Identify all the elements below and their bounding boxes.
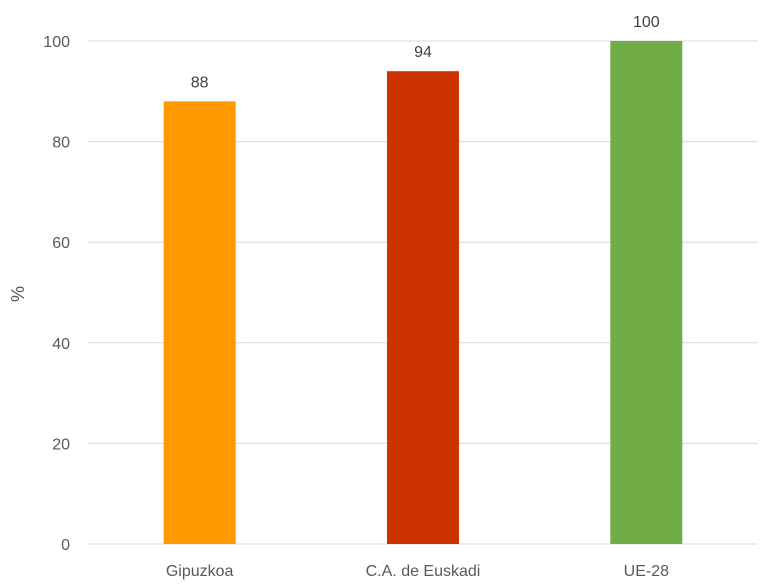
y-tick-label-20: 20 [52,436,70,453]
bar-gipuzkoa [164,101,236,544]
y-tick-label-100: 100 [43,34,70,51]
data-label-2: 100 [633,14,660,31]
y-axis-tick-labels: 0 20 40 60 80 100 [43,34,70,554]
y-tick-label-80: 80 [52,135,70,152]
y-tick-label-60: 60 [52,235,70,252]
y-axis-title: % [8,286,28,302]
data-label-1: 94 [414,44,432,61]
y-tick-label-40: 40 [52,336,70,353]
data-label-0: 88 [191,74,209,91]
bars [164,41,683,544]
x-category-label-2: UE-28 [624,563,669,580]
bar-ue-28 [610,41,682,544]
x-axis-category-labels: Gipuzkoa C.A. de Euskadi UE-28 [166,563,669,580]
x-category-label-1: C.A. de Euskadi [366,563,481,580]
x-category-label-0: Gipuzkoa [166,563,234,580]
bar-c-a-de-euskadi [387,71,459,544]
y-tick-label-0: 0 [61,537,70,554]
